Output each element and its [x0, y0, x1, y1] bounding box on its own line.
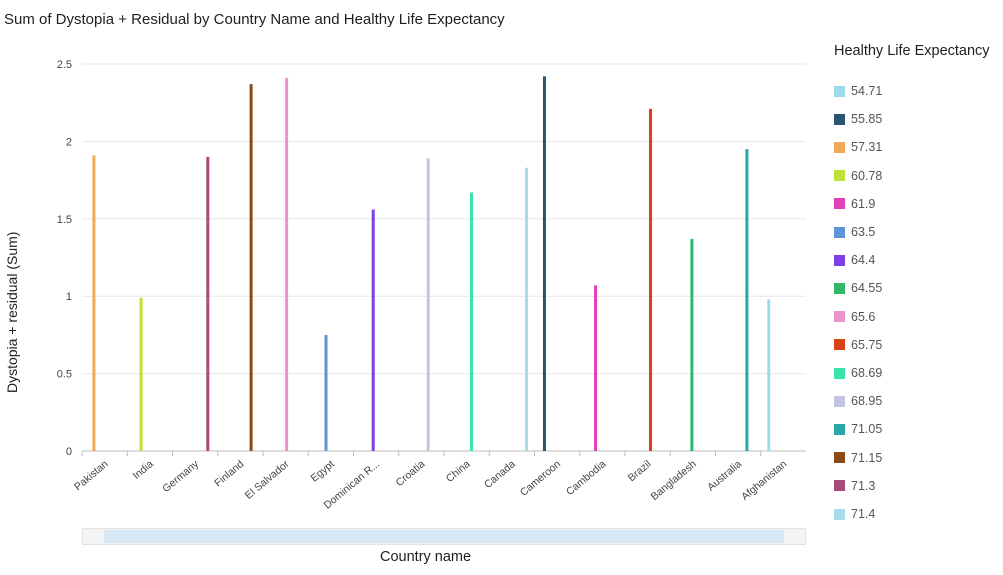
x-tick-label: Brazil	[626, 458, 654, 484]
bar	[324, 334, 328, 451]
y-tick-label: 1.5	[57, 214, 72, 226]
legend-item[interactable]: 64.55	[834, 280, 882, 296]
legend-item[interactable]: 65.75	[834, 337, 882, 353]
legend-item[interactable]: 60.78	[834, 168, 882, 184]
legend-swatch	[834, 198, 845, 210]
legend-label: 63.5	[851, 225, 876, 239]
bar	[649, 108, 653, 451]
legend-item[interactable]: 68.69	[834, 365, 882, 381]
y-tick-label: 1	[66, 291, 72, 303]
x-tick-label: Pakistan	[72, 458, 111, 493]
legend-swatch	[834, 85, 845, 97]
legend-swatch	[834, 170, 845, 182]
x-tick-label: China	[444, 458, 473, 485]
bar	[542, 76, 546, 451]
legend-swatch	[834, 113, 845, 125]
legend-item[interactable]: 55.85	[834, 111, 882, 127]
legend-item[interactable]: 57.31	[834, 139, 882, 155]
legend-item[interactable]: 63.5	[834, 224, 875, 240]
legend-label: 54.71	[851, 84, 883, 98]
legend-swatch	[834, 367, 845, 379]
y-tick-label: 0.5	[57, 369, 72, 381]
legend-item[interactable]: 64.4	[834, 252, 875, 268]
legend-swatch	[834, 423, 845, 435]
x-tick-label: Australia	[705, 458, 744, 494]
legend-label: 61.9	[851, 196, 876, 211]
horizontal-scrollbar[interactable]	[82, 528, 806, 545]
y-tick-label: 2.5	[57, 59, 72, 71]
x-tick-label: El Salvador	[243, 458, 292, 502]
x-tick-label: Bangladesh	[649, 458, 699, 503]
x-axis-label: Country name	[380, 549, 472, 565]
x-tick-label: Croatia	[394, 458, 428, 489]
x-tick-label: Afghanistan	[739, 458, 789, 503]
legend-label: 71.4	[851, 507, 876, 521]
legend-item[interactable]: 54.71	[834, 83, 882, 99]
x-tick-label: Cameroon	[518, 458, 563, 499]
legend-swatch	[834, 452, 845, 464]
legend-title: Healthy Life Expectancy	[834, 43, 990, 59]
legend-label: 65.6	[851, 309, 876, 324]
legend-swatch	[834, 508, 845, 520]
x-tick-label: Cambodia	[564, 458, 608, 498]
legend-label: 65.75	[851, 337, 883, 352]
bar	[92, 155, 96, 451]
legend-item[interactable]: 65.6	[834, 309, 875, 325]
legend-label: 68.95	[851, 394, 883, 409]
bar	[139, 297, 143, 451]
y-tick-label: 0	[66, 446, 72, 458]
bar	[690, 238, 694, 451]
legend-swatch	[834, 395, 845, 407]
bar	[206, 156, 210, 451]
legend-label: 55.85	[851, 112, 883, 127]
legend-item[interactable]: 71.15	[834, 450, 882, 466]
legend-item[interactable]: 61.9	[834, 196, 875, 212]
legend-label: 60.78	[851, 168, 883, 183]
y-tick-label: 2	[66, 136, 72, 148]
y-axis-label: Dystopia + residual (Sum)	[4, 231, 20, 393]
legend-swatch	[834, 141, 845, 153]
bar	[249, 84, 253, 452]
bar	[426, 158, 430, 452]
scrollbar-thumb[interactable]	[104, 530, 784, 543]
bar	[371, 209, 375, 451]
legend-item[interactable]: 71.4	[834, 506, 875, 522]
x-tick-label: Egypt	[309, 458, 337, 485]
legend-label: 71.3	[851, 478, 876, 493]
legend-label: 68.69	[851, 366, 883, 380]
bar	[525, 167, 528, 451]
x-tick-label: Canada	[482, 458, 518, 491]
bar	[594, 285, 598, 451]
chart-title: Sum of Dystopia + Residual by Country Na…	[4, 11, 505, 28]
bar	[470, 192, 473, 451]
legend-label: 71.05	[851, 422, 883, 437]
legend-swatch	[834, 226, 845, 238]
legend-swatch	[834, 339, 845, 351]
legend-swatch	[834, 480, 845, 492]
legend-item[interactable]: 71.3	[834, 478, 875, 494]
legend-label: 57.31	[851, 140, 883, 155]
legend-item[interactable]: 71.05	[834, 421, 882, 437]
legend-item[interactable]: 68.95	[834, 393, 882, 409]
bar	[285, 77, 289, 451]
bar	[767, 299, 771, 451]
x-tick-label: India	[131, 458, 156, 482]
legend-label: 64.55	[851, 281, 883, 296]
legend-label: 71.15	[851, 450, 883, 465]
legend-label: 64.4	[851, 253, 876, 268]
x-tick-label: Finland	[212, 458, 246, 489]
bar	[745, 149, 749, 451]
legend-swatch	[834, 311, 845, 323]
legend-swatch	[834, 282, 845, 294]
legend-swatch	[834, 254, 845, 266]
x-tick-label: Germany	[160, 458, 201, 495]
